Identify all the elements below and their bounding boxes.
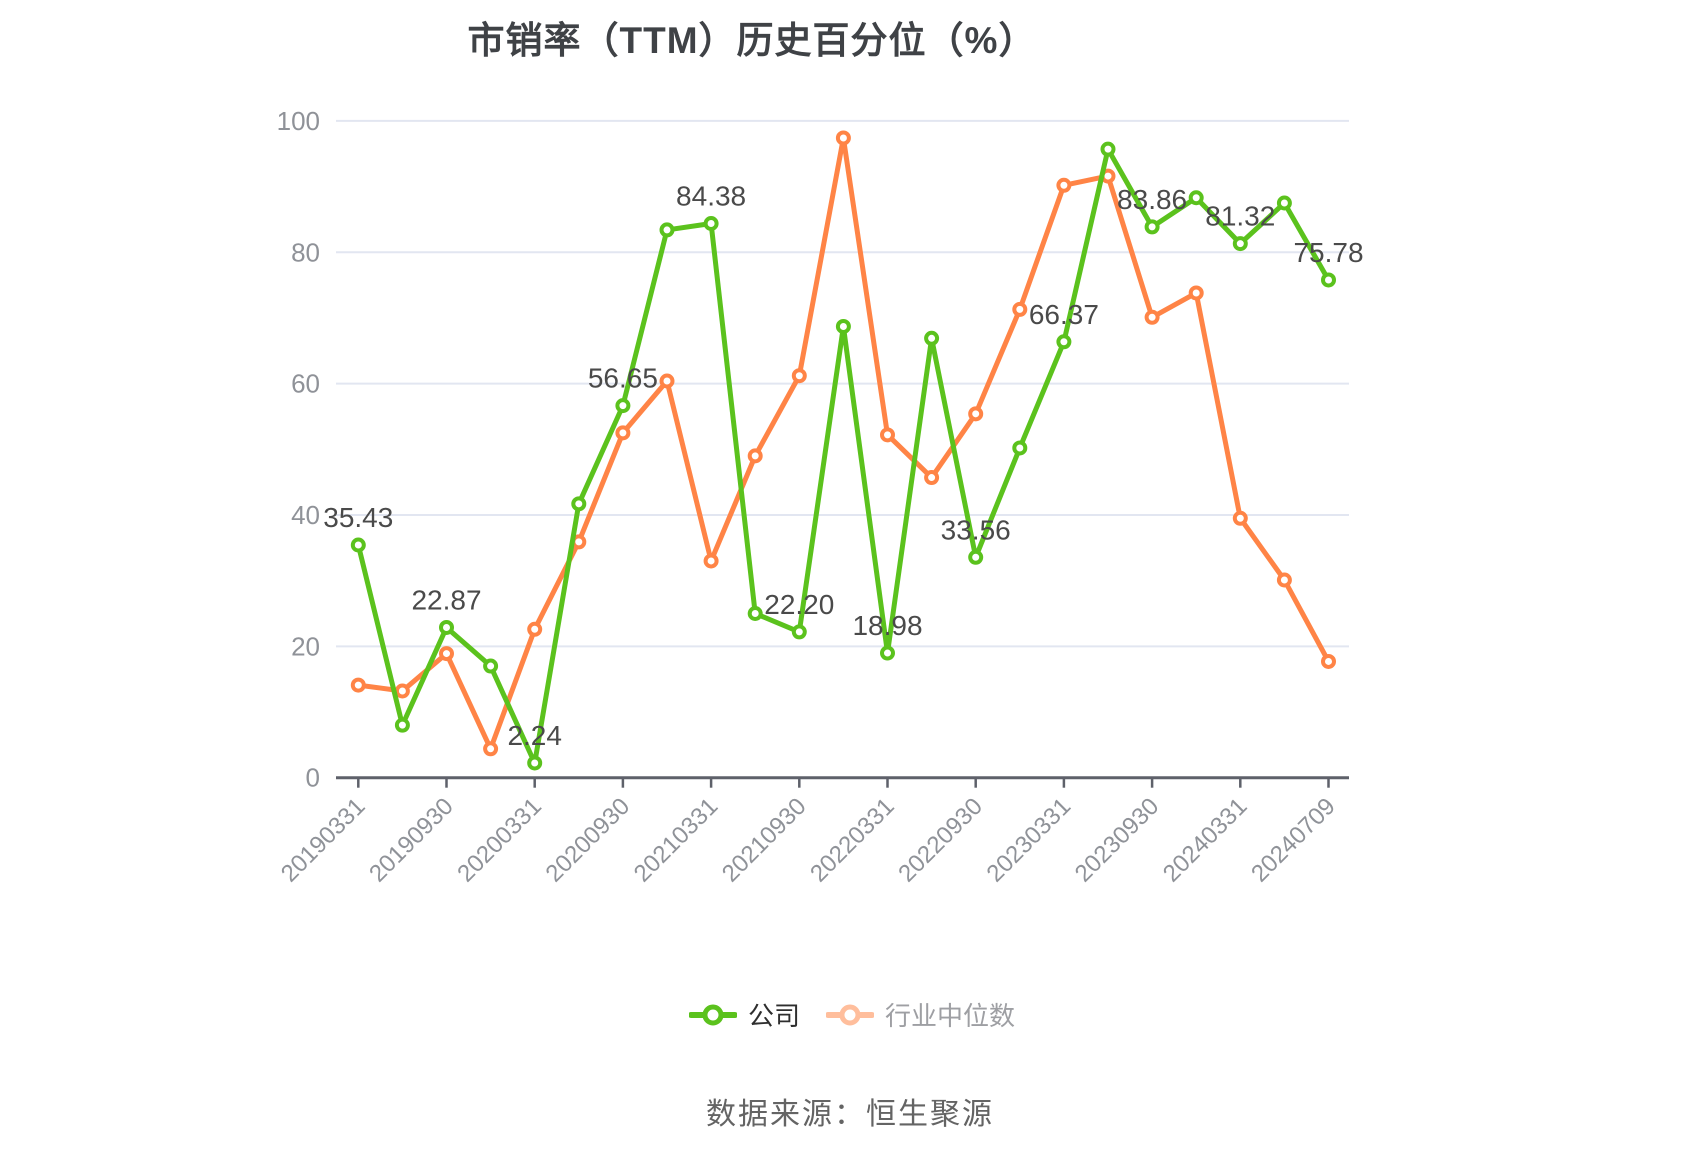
data-point-labels: 35.43 22.87 2.24 56.65 84.38 22.20 18.98 33.56 6…	[323, 180, 1363, 750]
svg-text:22.87: 22.87	[411, 584, 481, 615]
svg-text:20210930: 20210930	[717, 793, 812, 888]
svg-text:40: 40	[291, 500, 320, 530]
svg-text:100: 100	[277, 106, 320, 136]
svg-text:33.56: 33.56	[941, 514, 1011, 545]
svg-text:83.86: 83.86	[1117, 184, 1187, 215]
legend-item-industry-median[interactable]: 行业中位数	[826, 996, 1015, 1033]
svg-text:20200930: 20200930	[541, 793, 636, 888]
svg-text:75.78: 75.78	[1293, 237, 1363, 268]
svg-text:20190930: 20190930	[364, 793, 459, 888]
svg-text:20200331: 20200331	[452, 793, 547, 888]
y-axis-labels: 0 20 40 60 80 100	[277, 106, 320, 793]
svg-text:20230930: 20230930	[1070, 793, 1165, 888]
legend-label-industry-median: 行业中位数	[885, 1001, 1016, 1031]
legend-item-company[interactable]: 公司	[688, 996, 800, 1033]
svg-text:81.32: 81.32	[1205, 201, 1275, 232]
svg-text:20210331: 20210331	[629, 793, 724, 888]
svg-text:18.98: 18.98	[852, 610, 922, 641]
data-source-note: 数据来源：恒生聚源	[706, 1098, 994, 1131]
svg-text:0: 0	[306, 763, 320, 793]
series-line-company	[350, 141, 1336, 771]
svg-text:20240709: 20240709	[1246, 793, 1341, 888]
svg-text:20230331: 20230331	[982, 793, 1077, 888]
svg-text:2.24: 2.24	[507, 720, 562, 751]
x-axis: 2019033120190930202003312020093020210331…	[276, 776, 1349, 888]
company-series-marker-icon	[688, 1004, 737, 1025]
svg-text:56.65: 56.65	[588, 363, 658, 394]
svg-text:22.20: 22.20	[764, 589, 834, 620]
svg-text:20240331: 20240331	[1158, 793, 1253, 888]
series-line-industry-median	[350, 130, 1336, 757]
svg-text:20220331: 20220331	[805, 793, 900, 888]
svg-text:84.38: 84.38	[676, 180, 746, 211]
legend: 公司 行业中位数	[688, 996, 1015, 1033]
svg-text:80: 80	[291, 237, 320, 267]
legend-label-company: 公司	[747, 1001, 800, 1031]
svg-text:66.37: 66.37	[1029, 299, 1099, 330]
svg-text:20: 20	[291, 631, 320, 661]
svg-text:35.43: 35.43	[323, 502, 393, 533]
svg-text:20190331: 20190331	[276, 793, 371, 888]
grid-lines	[336, 119, 1349, 648]
industry-median-series-marker-icon	[826, 1004, 874, 1025]
chart-title: 市销率（TTM）历史百分位（%）	[467, 20, 1037, 61]
svg-text:20220930: 20220930	[893, 793, 988, 888]
svg-text:60: 60	[291, 369, 320, 399]
